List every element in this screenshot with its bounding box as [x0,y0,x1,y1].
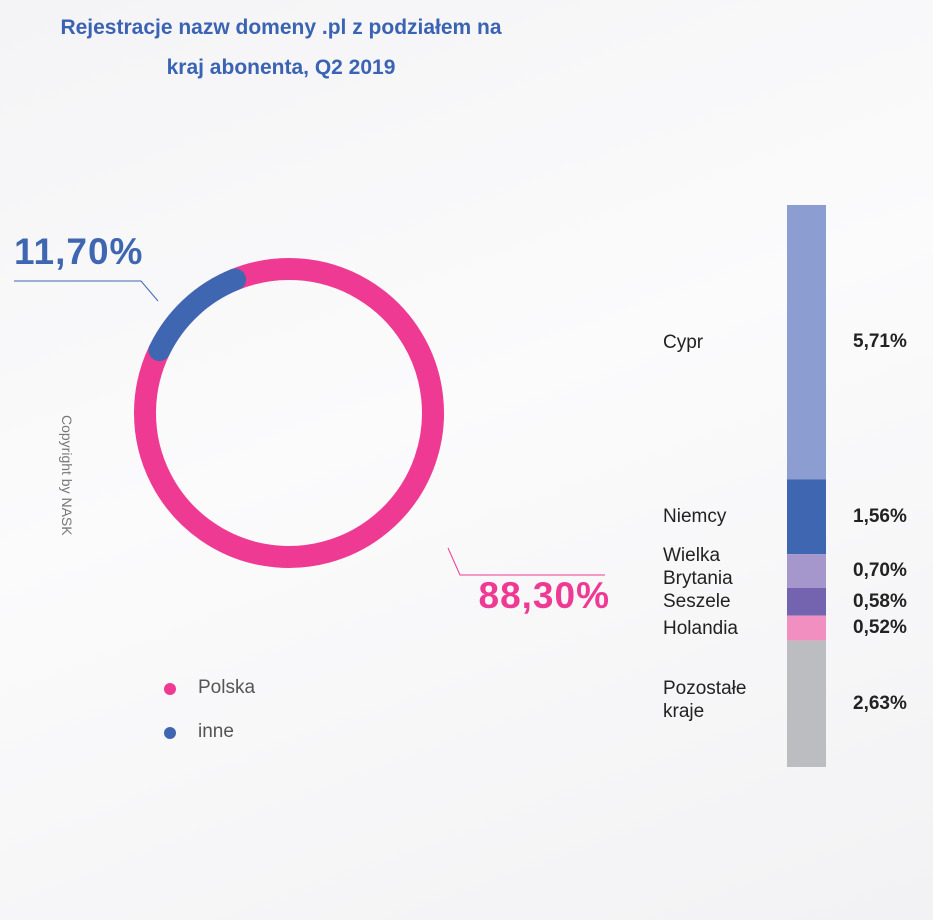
leader-line [447,547,605,576]
donut-segment [148,268,247,362]
bar-segment [787,640,826,767]
leader-line [14,280,159,302]
value-label: 0,58% [853,590,907,612]
category-label: Cypr [663,331,704,353]
category-label: Seszele [663,591,731,613]
category-label: Wielka Brytania [663,545,733,590]
legend-marker [164,683,176,695]
category-label: Holandia [663,617,738,639]
chart-title: Rejestracje nazw domeny .pl z podziałem … [60,16,502,79]
bar-segment [787,554,826,588]
bar-segment [787,587,826,616]
value-label: 0,52% [853,617,907,639]
value-label: 0,70% [853,560,907,582]
donut-segment [134,258,444,568]
value-label: 88,30% [479,575,611,616]
bar-segment [787,615,826,641]
value-label: 1,56% [853,505,907,527]
value-label: 11,70% [14,231,143,272]
legend-label: Polska [198,677,256,698]
category-label: Pozostałe kraje [663,677,747,722]
legend-label: inne [198,721,234,742]
value-label: 5,71% [853,331,907,353]
bar-segment [787,205,826,480]
bar-segment [787,479,826,555]
value-label: 2,63% [853,692,907,714]
legend-marker [164,727,176,739]
category-label: Niemcy [663,506,727,528]
